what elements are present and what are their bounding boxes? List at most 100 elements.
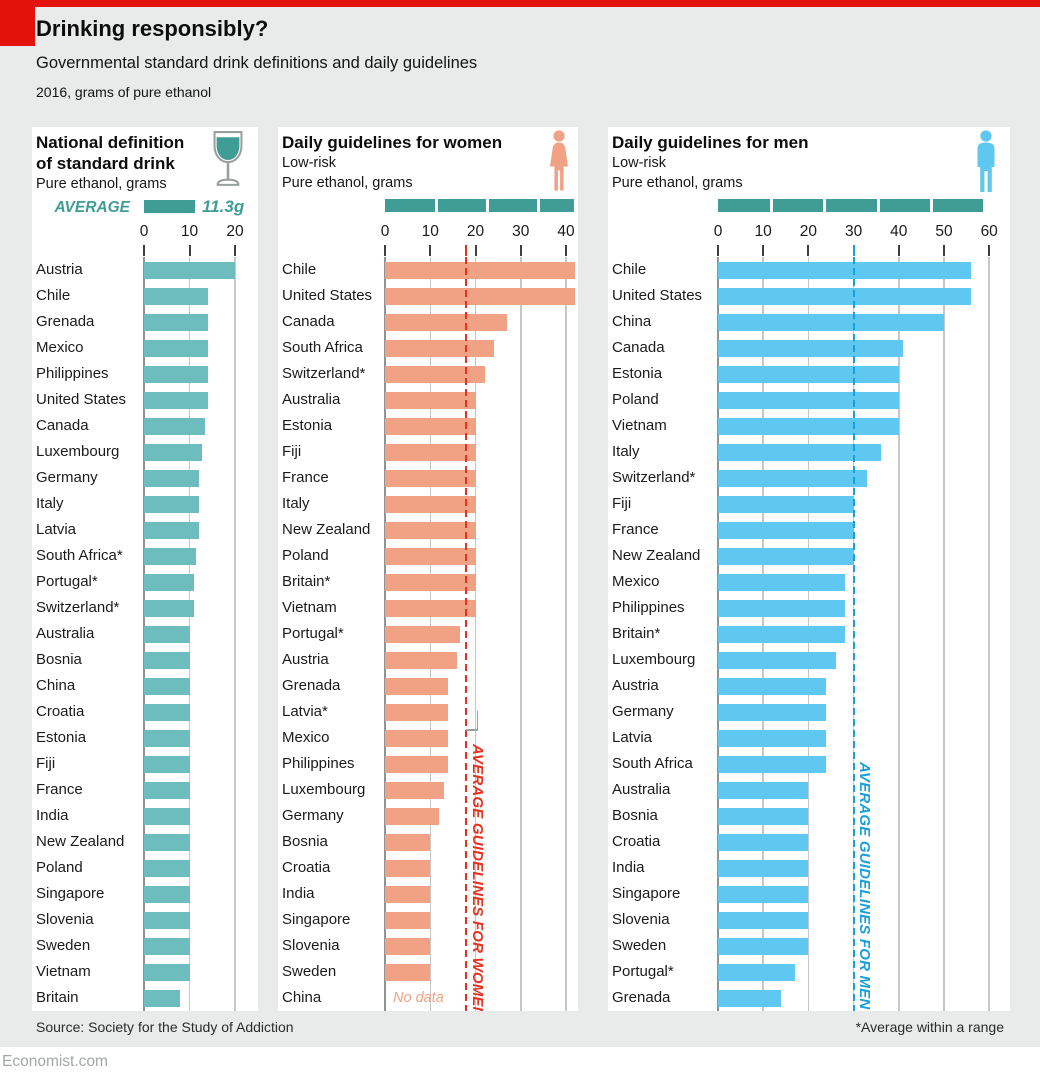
bar [385,625,460,643]
row-label: Australia [282,390,341,408]
bar [385,443,476,461]
gridline [898,257,900,1011]
drink-strip-segment [539,199,574,212]
chart-row: India [278,881,578,907]
drink-strip-segment [826,199,877,212]
bar [718,807,809,825]
row-label: Vietnam [612,416,667,434]
chart-row: Singapore [278,907,578,933]
gridline [234,257,236,1011]
chart-row: Mexico [32,335,258,361]
bar [718,599,845,617]
gridline [474,257,477,1011]
chart-row: Fiji [608,491,1010,517]
drink-strip-segment [879,199,930,212]
chart-row: Australia [608,777,1010,803]
chart-row: Sweden [32,933,258,959]
bar [385,755,449,773]
row-label: Australia [612,780,671,798]
axis-tick-label: 0 [139,223,149,240]
axis-tick [762,245,765,256]
row-label: Estonia [36,728,87,746]
row-label: Luxembourg [36,442,120,460]
chart-row: Singapore [32,881,258,907]
row-label: Philippines [612,598,685,616]
site-link[interactable]: Economist.com [2,1053,108,1070]
row-label: Chile [36,286,71,304]
chart-row: Canada [32,413,258,439]
chart-row: Luxembourg [32,439,258,465]
bar [144,703,190,721]
row-label: Luxembourg [612,650,696,668]
chart-row: South Africa* [32,543,258,569]
bar [144,781,190,799]
axis-tick-label: 0 [713,223,723,240]
chart-row: United States [278,283,578,309]
drink-strip-segment [932,199,984,212]
row-label: Poland [282,546,329,564]
plot-area: Austria Chile Grenada Mexico Philippines Unit… [32,257,258,1011]
average-guideline-label: AVERAGE GUIDELINES FOR WOMEN [468,744,486,1011]
axis-tick [474,245,477,256]
bar [718,937,809,955]
row-label: Germany [36,468,98,486]
brand-red-block [0,0,35,46]
chart-row: India [608,855,1010,881]
panel-title: Daily guidelines for men [612,133,809,152]
panel-men-guidelines: Daily guidelines for men Low-risk Pure e… [608,127,1010,1011]
chart-row: Sweden [278,959,578,985]
average-label-connector [466,729,479,731]
chart-row: Britain* [608,621,1010,647]
chart-row: New Zealand [278,517,578,543]
row-label: Austria [282,650,329,668]
bar [144,495,199,513]
chart-row: Slovenia [278,933,578,959]
row-label: India [282,884,315,902]
row-label: South Africa* [36,546,123,564]
drink-strip-segment [488,199,537,212]
row-label: Estonia [282,416,333,434]
axis-tick-label: 30 [512,223,530,240]
chart-row: Germany [32,465,258,491]
bar [144,885,190,903]
bar [718,885,809,903]
chart-row: Germany [278,803,578,829]
bar [385,677,449,695]
axis-tick [429,245,432,256]
chart-row: Canada [608,335,1010,361]
bar [718,547,854,565]
wine-glass-icon [213,131,243,186]
chart-row: Austria [32,257,258,283]
chart-row: Estonia [32,725,258,751]
bar [718,989,782,1007]
bar [385,599,476,617]
row-label: United States [612,286,703,304]
row-label: France [282,468,329,486]
chart-row: Croatia [608,829,1010,855]
row-label: Sweden [612,936,667,954]
row-label: Latvia [612,728,653,746]
bar [385,703,449,721]
chart-row: Australia [32,621,258,647]
bar [718,495,854,513]
chart-row: Philippines [278,751,578,777]
chart-row: Austria [278,647,578,673]
chart-row: New Zealand [608,543,1010,569]
axis-tick-label: 30 [844,223,863,240]
chart-row: Chile [608,257,1010,283]
bar [718,391,899,409]
man-icon [977,130,995,192]
drink-strip-segment [385,199,435,212]
row-label: Philippines [282,754,355,772]
bar [385,261,576,279]
axis-tick [188,245,191,256]
chart-row: Luxembourg [608,647,1010,673]
panel-women-guidelines: Daily guidelines for women Low-risk Pure… [278,127,578,1011]
chart-row: Switzerland* [608,465,1010,491]
average-legend-value: 11.3g [202,197,245,216]
axis-tick-label: 10 [754,223,772,240]
row-label: Italy [282,494,310,512]
bar [718,573,845,591]
chart-row: Chile [278,257,578,283]
chart-row: Poland [32,855,258,881]
